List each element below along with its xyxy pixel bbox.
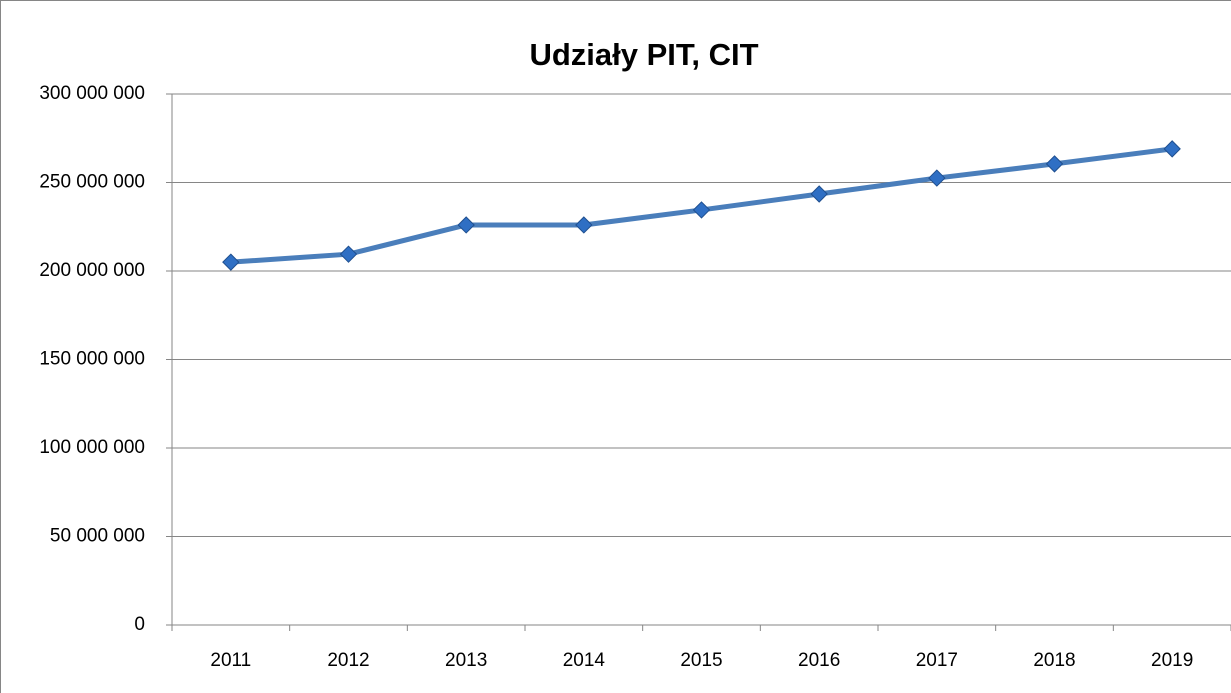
x-tick-label: 2019 — [1151, 650, 1193, 671]
chart-title: Udziały PIT, CIT — [529, 37, 758, 72]
data-marker — [222, 253, 240, 271]
x-tick-label: 2014 — [563, 650, 606, 671]
y-tick-label: 250 000 000 — [39, 172, 145, 193]
y-tick-label: 100 000 000 — [39, 437, 145, 458]
data-marker — [692, 201, 711, 219]
y-tick-label: 0 — [134, 614, 145, 635]
data-marker — [928, 169, 946, 187]
data-marker — [810, 185, 828, 203]
x-tick-label: 2018 — [1033, 650, 1075, 671]
x-tick-label: 2011 — [210, 650, 251, 671]
y-tick-label: 50 000 000 — [50, 526, 145, 547]
data-marker — [1045, 155, 1064, 173]
x-tick-label: 2013 — [445, 650, 487, 671]
y-tick-label: 300 000 000 — [39, 83, 145, 104]
x-tick-label: 2017 — [916, 650, 958, 671]
x-tick-label: 2016 — [798, 650, 840, 671]
y-tick-label: 200 000 000 — [39, 260, 145, 281]
x-tick-label: 2015 — [680, 650, 722, 671]
y-tick-label: 150 000 000 — [39, 349, 145, 370]
x-tick-label: 2012 — [327, 650, 369, 671]
data-marker — [1163, 140, 1181, 158]
data-marker — [457, 216, 475, 234]
data-marker — [339, 245, 358, 263]
data-marker — [575, 216, 593, 234]
